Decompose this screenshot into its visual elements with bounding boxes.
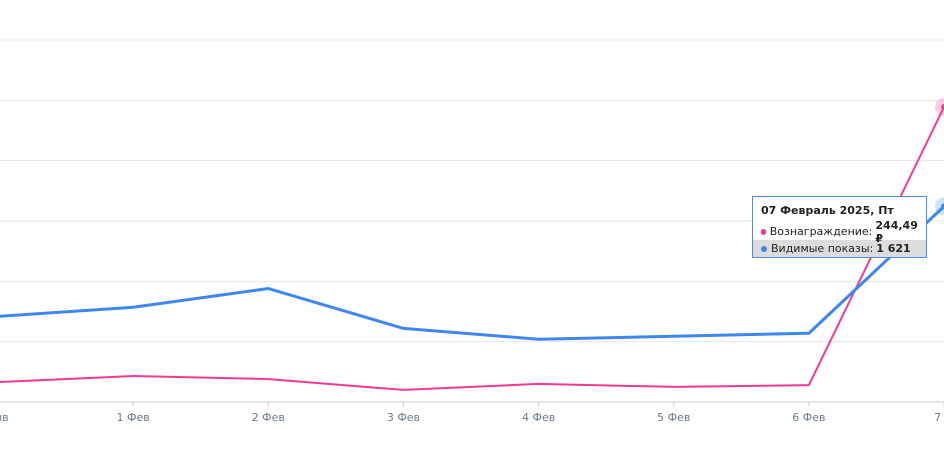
series-line (0, 106, 944, 391)
x-tick-label: Янв (0, 411, 9, 424)
point-halo (935, 197, 944, 216)
tooltip-row: Видимые показы: 1 621 (753, 240, 926, 257)
tooltip-dot (761, 228, 766, 235)
tooltip-label: Видимые показы: (771, 242, 874, 255)
tooltip-row: Вознаграждение: 244,49 ₽ (753, 219, 926, 245)
tooltip-value: 1 621 (876, 242, 911, 255)
tooltip-title: 07 Февраль 2025, Пт (761, 203, 894, 217)
x-tick-label: 4 Фев (522, 411, 555, 424)
tooltip-label: Вознаграждение: (769, 225, 873, 238)
x-tick-label: 6 Фев (792, 411, 825, 424)
x-tick-label: 7 Ф (934, 411, 944, 424)
x-tick-label: 1 Фев (117, 411, 150, 424)
point (941, 203, 944, 210)
x-tick-label: 2 Фев (252, 411, 285, 424)
tooltip-dot (761, 245, 767, 252)
tooltip: 07 Февраль 2025, Пт Вознаграждение: 244,4… (752, 196, 927, 258)
x-tick-label: 3 Фев (387, 411, 420, 424)
point-halo (935, 97, 944, 116)
series-line (0, 205, 944, 341)
tooltip-value: 244,49 ₽ (875, 218, 918, 245)
x-tick-label: 5 Фев (657, 411, 690, 424)
point (941, 103, 944, 110)
